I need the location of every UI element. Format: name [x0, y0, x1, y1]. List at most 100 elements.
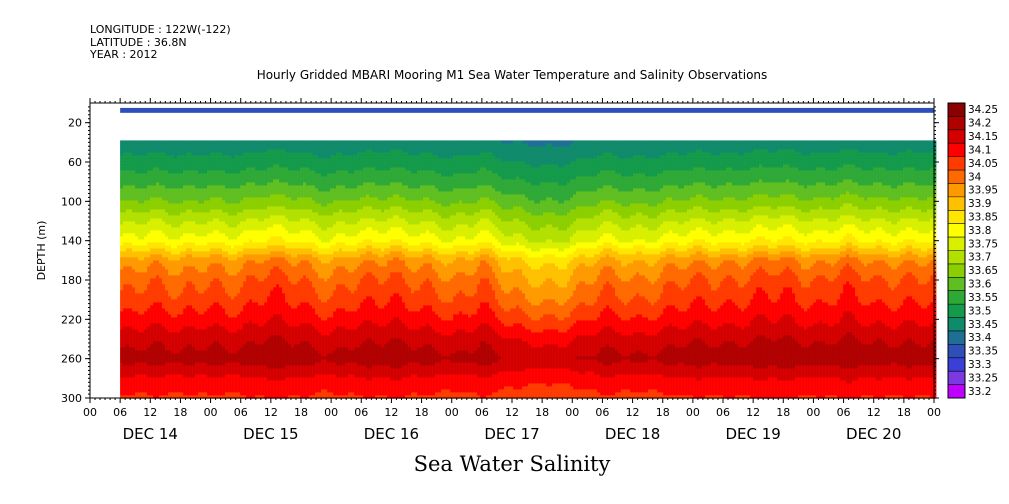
field-cell [288, 266, 291, 269]
field-cell [249, 272, 252, 275]
field-cell [216, 287, 219, 290]
field-cell [264, 293, 267, 296]
field-cell [258, 266, 261, 269]
field-cell [204, 245, 207, 248]
field-cell [195, 341, 198, 344]
field-cell [144, 323, 147, 326]
field-cell [225, 347, 228, 350]
field-cell [159, 302, 162, 305]
field-cell [180, 341, 183, 344]
field-cell [246, 377, 249, 380]
field-cell [168, 164, 171, 167]
field-cell [159, 344, 162, 347]
field-cell [201, 326, 204, 329]
field-cell [159, 140, 162, 143]
field-cell [249, 182, 252, 185]
field-cell [225, 332, 228, 335]
field-cell [285, 338, 288, 341]
field-cell [291, 215, 294, 218]
field-cell [162, 317, 165, 320]
field-cell [240, 263, 243, 266]
field-cell [252, 149, 255, 152]
field-cell [171, 272, 174, 275]
field-cell [147, 206, 150, 209]
field-cell [171, 353, 174, 356]
field-cell [249, 242, 252, 245]
field-cell [144, 221, 147, 224]
field-cell [255, 386, 258, 389]
field-cell [132, 230, 135, 233]
field-cell [216, 281, 219, 284]
field-cell [222, 386, 225, 389]
field-cell [267, 209, 270, 212]
field-cell [258, 236, 261, 239]
field-cell [252, 194, 255, 197]
field-cell [228, 293, 231, 296]
field-cell [123, 302, 126, 305]
field-cell [276, 266, 279, 269]
field-cell [282, 290, 285, 293]
field-cell [291, 176, 294, 179]
field-cell [210, 200, 213, 203]
field-cell [144, 359, 147, 362]
field-cell [201, 371, 204, 374]
field-cell [123, 353, 126, 356]
field-cell [255, 146, 258, 149]
field-cell [189, 206, 192, 209]
field-cell [153, 332, 156, 335]
field-cell [129, 254, 132, 257]
field-cell [231, 302, 234, 305]
field-cell [225, 263, 228, 266]
field-cell [291, 161, 294, 164]
field-cell [282, 335, 285, 338]
field-cell [258, 335, 261, 338]
field-cell [189, 368, 192, 371]
field-cell [216, 371, 219, 374]
field-cell [234, 278, 237, 281]
field-cell [180, 353, 183, 356]
field-cell [291, 386, 294, 389]
field-cell [138, 377, 141, 380]
field-cell [270, 182, 273, 185]
field-cell [144, 218, 147, 221]
field-cell [264, 347, 267, 350]
field-cell [234, 140, 237, 143]
field-cell [204, 380, 207, 383]
field-cell [216, 356, 219, 359]
field-cell [291, 350, 294, 353]
field-cell [246, 347, 249, 350]
field-cell [141, 380, 144, 383]
field-cell [162, 341, 165, 344]
field-cell [168, 326, 171, 329]
field-cell [228, 203, 231, 206]
field-cell [141, 389, 144, 392]
field-cell [165, 284, 168, 287]
field-cell [177, 275, 180, 278]
field-cell [135, 290, 138, 293]
field-cell [279, 215, 282, 218]
field-cell [225, 311, 228, 314]
field-cell [252, 176, 255, 179]
field-cell [222, 308, 225, 311]
field-cell [189, 320, 192, 323]
field-cell [264, 224, 267, 227]
field-cell [171, 269, 174, 272]
field-cell [240, 209, 243, 212]
field-cell [216, 242, 219, 245]
field-cell [258, 230, 261, 233]
field-cell [144, 194, 147, 197]
field-cell [225, 284, 228, 287]
field-cell [204, 383, 207, 386]
field-cell [234, 203, 237, 206]
field-cell [219, 326, 222, 329]
field-cell [165, 278, 168, 281]
field-cell [201, 359, 204, 362]
field-cell [225, 389, 228, 392]
field-cell [183, 206, 186, 209]
field-cell [195, 284, 198, 287]
field-cell [282, 368, 285, 371]
field-cell [195, 155, 198, 158]
field-cell [180, 347, 183, 350]
field-cell [159, 266, 162, 269]
field-cell [138, 260, 141, 263]
